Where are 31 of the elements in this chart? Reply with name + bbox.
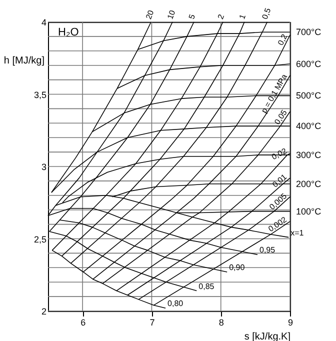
series-label: 0,95 [260, 246, 276, 255]
x-tick-label: 9 [288, 318, 294, 328]
text: 5 [187, 12, 198, 20]
text: 0,5 [260, 6, 273, 20]
text: 20 [144, 8, 156, 20]
y-tick-label: 2 [41, 306, 46, 316]
series-label: 600°C [296, 58, 322, 69]
y-tick-label: 3,5 [34, 90, 46, 100]
y-tick-label: 2,5 [34, 234, 46, 244]
series-label: 200°C [296, 178, 322, 189]
y-tick-label: 4 [41, 18, 46, 28]
series-label: 700°C [296, 27, 322, 38]
text: 10 [166, 8, 178, 20]
series-label: 0,90 [229, 262, 246, 272]
y-tick-label: 3 [41, 162, 46, 172]
series-label: 0,85 [198, 282, 215, 291]
text: 0,2 [276, 32, 290, 47]
series-label: x=1 [290, 228, 304, 238]
chart-title: H₂O [58, 26, 80, 38]
x-tick-label: 6 [80, 318, 86, 328]
text: 0,01 [270, 172, 289, 190]
series-label: 500°C [296, 90, 322, 101]
text: 2 [216, 12, 226, 20]
series-label: 300°C [296, 150, 322, 160]
text: 1 [238, 12, 248, 20]
series-label: 0,80 [168, 299, 184, 308]
series-label: 400°C [296, 121, 322, 132]
x-tick-label: 8 [218, 318, 224, 328]
series-label: 100°C [296, 206, 322, 216]
y-axis-title: h [MJ/kg] [4, 56, 45, 66]
x-tick-label: 7 [150, 318, 155, 328]
